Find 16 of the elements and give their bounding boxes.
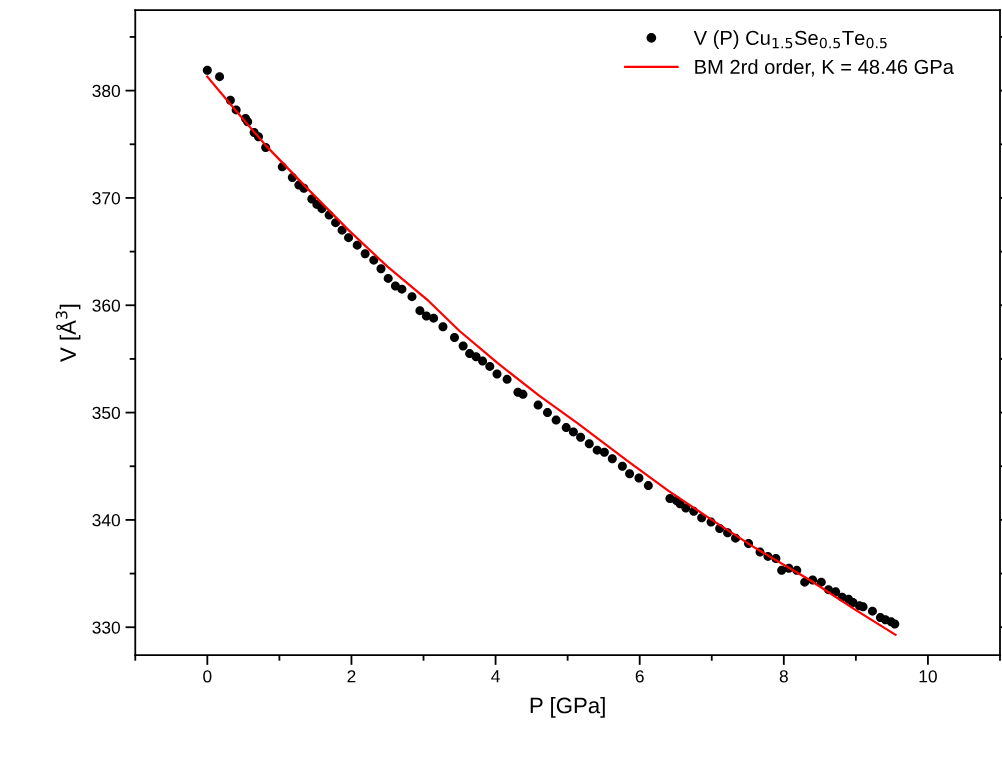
y-tick-label: 370 xyxy=(92,192,121,205)
x-tick-label: 8 xyxy=(779,670,788,683)
legend-label: V (P) Cu$_{1.5}$Se$_{0.5}$Te$_{0.5}$ xyxy=(693,30,887,50)
x-tick-label: 4 xyxy=(491,670,500,683)
legend-label: BM 2rd order, K = 48.46 GPa xyxy=(695,59,954,77)
x-tick-label: 10 xyxy=(919,670,937,683)
y-tick-label: 330 xyxy=(92,621,121,634)
y-axis-title: V [Å$^{3}$] xyxy=(55,304,81,362)
x-tick-label: 0 xyxy=(203,670,212,683)
y-tick-label: 360 xyxy=(92,299,121,312)
y-tick-label: 380 xyxy=(92,84,121,98)
y-tick-label: 340 xyxy=(92,514,121,527)
y-tick-label: 350 xyxy=(92,406,121,420)
x-tick-label: 6 xyxy=(635,670,644,683)
x-tick-label: 2 xyxy=(347,670,356,683)
x-axis-title: P [GPa] xyxy=(530,697,605,718)
